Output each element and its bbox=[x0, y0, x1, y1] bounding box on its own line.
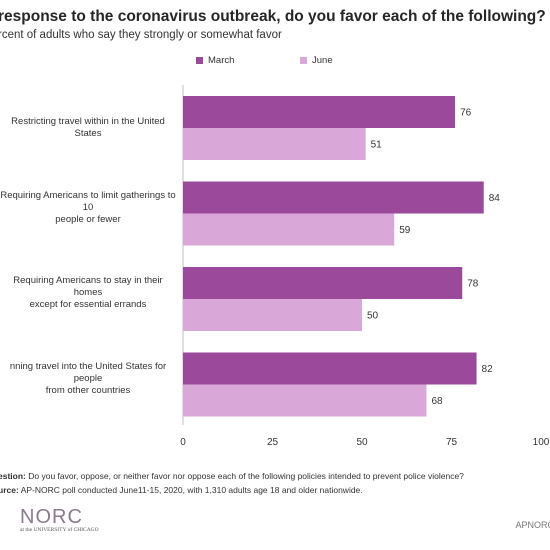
x-tick-label-2: 50 bbox=[356, 437, 368, 448]
chart-title: response to the coronavirus outbreak, do… bbox=[0, 8, 546, 25]
brand-label: APNORC bbox=[515, 520, 550, 530]
bar-june-2 bbox=[183, 299, 362, 331]
category-label-2: Requiring Americans to stay in their hom… bbox=[0, 275, 176, 311]
bar-june-1 bbox=[183, 213, 395, 246]
footer-question: estion: Do you favor, oppose, or neither… bbox=[0, 471, 464, 481]
bar-june-3 bbox=[183, 384, 427, 417]
category-label-line: Restricting travel within in the United … bbox=[11, 116, 165, 139]
question-text: Do you favor, oppose, or neither favor n… bbox=[25, 471, 464, 481]
legend-label-march: March bbox=[208, 55, 235, 66]
bar-march-0 bbox=[183, 96, 456, 128]
value-label-june-3: 68 bbox=[431, 396, 443, 407]
value-label-march-1: 84 bbox=[489, 193, 501, 204]
category-label-line: people or fewer bbox=[55, 213, 121, 225]
logo-main-text: NORC bbox=[20, 506, 83, 528]
value-label-march-3: 82 bbox=[482, 364, 494, 375]
category-label-line: nning travel into the United States for … bbox=[9, 360, 167, 384]
x-tick-label-1: 25 bbox=[267, 437, 279, 448]
legend-swatch-june bbox=[300, 57, 307, 64]
x-tick-label-0: 0 bbox=[180, 437, 186, 448]
chart-subtitle: rcent of adults who say they strongly or… bbox=[0, 29, 282, 41]
category-label-3: nning travel into the United States for … bbox=[0, 361, 176, 397]
source-label: urce: bbox=[0, 485, 19, 495]
question-label: estion: bbox=[0, 471, 26, 481]
norc-logo: NORC at the UNIVERSITY of CHICAGO bbox=[20, 506, 99, 533]
bar-june-0 bbox=[183, 128, 366, 160]
legend-label-june: June bbox=[312, 55, 333, 66]
category-label-0: Restricting travel within in the United … bbox=[0, 116, 176, 140]
legend-swatch-march bbox=[196, 57, 203, 64]
category-label-line: Requiring Americans to limit gatherings … bbox=[0, 189, 176, 213]
legend-item-june: June bbox=[300, 55, 333, 66]
legend-item-march: March bbox=[196, 55, 234, 66]
category-label-1: Requiring Americans to limit gatherings … bbox=[0, 190, 176, 226]
value-label-march-2: 78 bbox=[467, 279, 479, 290]
bar-march-1 bbox=[183, 181, 484, 214]
x-tick-label-4: 100 bbox=[533, 437, 550, 448]
value-label-june-1: 59 bbox=[399, 225, 411, 236]
x-tick-label-3: 75 bbox=[446, 437, 458, 448]
value-label-june-2: 50 bbox=[367, 311, 379, 322]
category-label-line: except for essential errands bbox=[29, 299, 147, 310]
source-text: AP-NORC poll conducted June11-15, 2020, … bbox=[18, 485, 363, 495]
value-label-june-0: 51 bbox=[371, 140, 383, 151]
logo-sub-text: at the UNIVERSITY of CHICAGO bbox=[20, 527, 99, 533]
category-label-line: Requiring Americans to stay in their hom… bbox=[13, 275, 163, 298]
bar-march-2 bbox=[183, 267, 463, 299]
category-label-line: from other countries bbox=[45, 384, 131, 396]
footer-source: urce: AP-NORC poll conducted June11-15, … bbox=[0, 485, 363, 495]
chart-plot: 76 51 84 59 78 50 82 68 0 25 50 75 100 bbox=[180, 85, 550, 448]
value-label-march-0: 76 bbox=[460, 108, 472, 119]
bar-march-3 bbox=[183, 352, 477, 385]
